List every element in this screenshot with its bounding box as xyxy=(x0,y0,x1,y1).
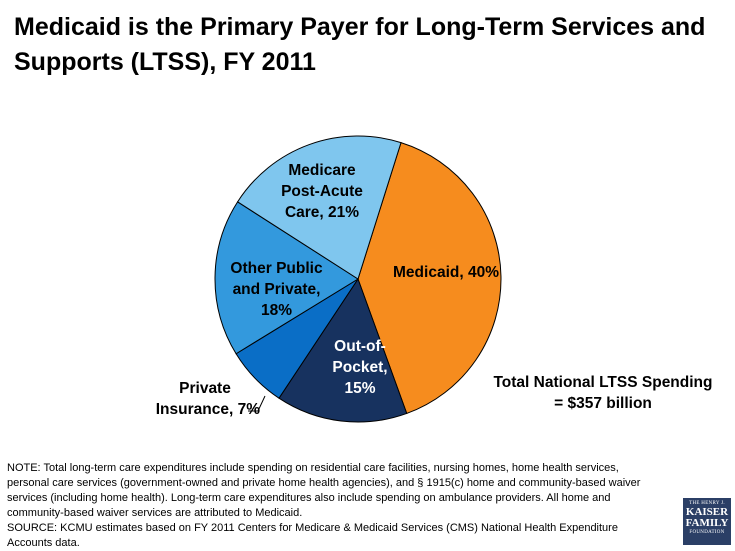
out-of-pocket-label: Out-of- Pocket, 15% xyxy=(332,338,388,397)
pie-slice-other-public-and-private xyxy=(214,201,359,355)
other-public-private-label: Other Public and Private, 18% xyxy=(230,260,323,319)
medicaid-label: Medicaid, 40% xyxy=(393,264,499,281)
note-text: NOTE: Total long-term care expenditures … xyxy=(7,462,641,519)
source-text: SOURCE: KCMU estimates based on FY 2011 … xyxy=(7,522,618,549)
private-insurance-leader-line xyxy=(248,395,266,412)
pie-slice-medicaid xyxy=(357,141,502,415)
chart-title: Medicaid is the Primary Payer for Long-T… xyxy=(14,13,706,76)
total-spending: Total National LTSS Spending = $357 bill… xyxy=(493,374,713,412)
medicare-label: Medicare Post-Acute Care, 21% xyxy=(281,162,363,221)
pie-slices xyxy=(214,135,502,423)
pie-slice-medicare-post-acute-care xyxy=(236,135,402,280)
pie-slice-out-of-pocket xyxy=(278,277,408,423)
footnotes: NOTE: Total long-term care expenditures … xyxy=(7,461,647,551)
private-insurance-label: Private Insurance, 7% xyxy=(155,380,260,418)
kff-logo: THE HENRY J. KAISER FAMILY FOUNDATION xyxy=(683,498,731,545)
